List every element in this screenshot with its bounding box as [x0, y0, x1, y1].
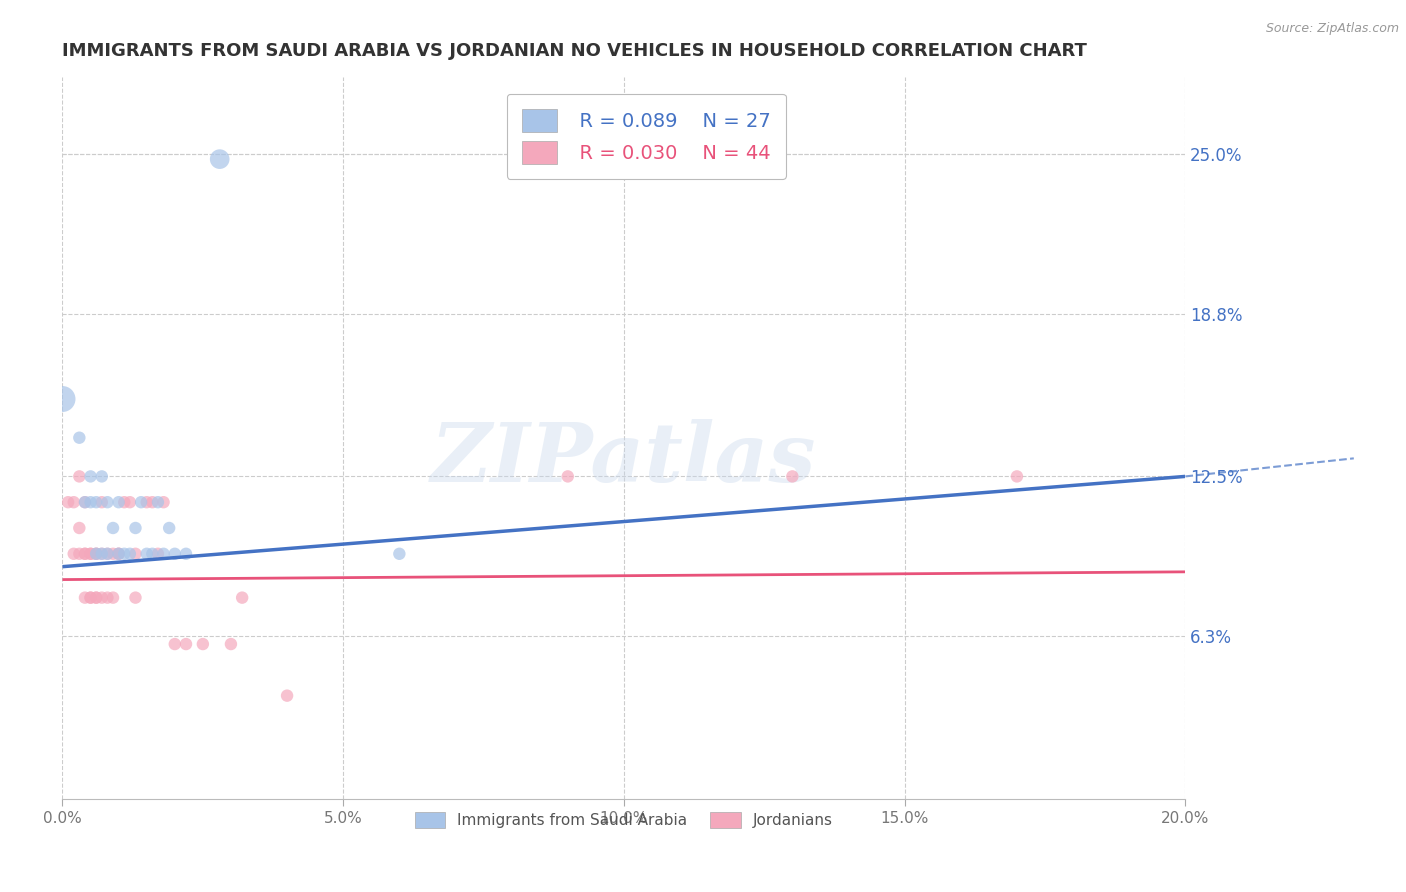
Point	[107, 495, 129, 509]
Point	[73, 547, 96, 561]
Point	[276, 689, 298, 703]
Legend: Immigrants from Saudi Arabia, Jordanians: Immigrants from Saudi Arabia, Jordanians	[409, 806, 839, 835]
Point	[101, 591, 124, 605]
Point	[67, 521, 90, 535]
Point	[163, 637, 186, 651]
Point	[152, 547, 174, 561]
Point	[79, 547, 101, 561]
Point	[79, 495, 101, 509]
Point	[79, 591, 101, 605]
Point	[152, 495, 174, 509]
Point	[51, 392, 73, 406]
Point	[129, 495, 152, 509]
Point	[124, 547, 146, 561]
Point	[112, 547, 135, 561]
Point	[146, 547, 169, 561]
Point	[388, 547, 411, 561]
Text: Source: ZipAtlas.com: Source: ZipAtlas.com	[1265, 22, 1399, 36]
Point	[101, 547, 124, 561]
Point	[79, 469, 101, 483]
Point	[96, 495, 118, 509]
Point	[96, 591, 118, 605]
Point	[135, 495, 157, 509]
Point	[67, 431, 90, 445]
Point	[191, 637, 214, 651]
Point	[84, 547, 107, 561]
Point	[73, 591, 96, 605]
Point	[79, 591, 101, 605]
Point	[157, 521, 180, 535]
Point	[67, 547, 90, 561]
Point	[73, 547, 96, 561]
Point	[782, 469, 804, 483]
Point	[124, 521, 146, 535]
Point	[101, 521, 124, 535]
Point	[146, 495, 169, 509]
Point	[79, 547, 101, 561]
Point	[163, 547, 186, 561]
Point	[141, 495, 163, 509]
Point	[96, 547, 118, 561]
Point	[174, 637, 197, 651]
Point	[67, 469, 90, 483]
Point	[90, 495, 112, 509]
Point	[90, 591, 112, 605]
Point	[141, 547, 163, 561]
Point	[62, 547, 84, 561]
Point	[90, 547, 112, 561]
Point	[124, 591, 146, 605]
Point	[135, 547, 157, 561]
Point	[118, 495, 141, 509]
Point	[1005, 469, 1028, 483]
Text: ZIPatlas: ZIPatlas	[432, 419, 817, 500]
Point	[112, 495, 135, 509]
Point	[107, 547, 129, 561]
Point	[557, 469, 579, 483]
Point	[208, 152, 231, 166]
Point	[90, 547, 112, 561]
Point	[84, 495, 107, 509]
Point	[84, 591, 107, 605]
Point	[73, 495, 96, 509]
Text: IMMIGRANTS FROM SAUDI ARABIA VS JORDANIAN NO VEHICLES IN HOUSEHOLD CORRELATION C: IMMIGRANTS FROM SAUDI ARABIA VS JORDANIA…	[62, 42, 1087, 60]
Point	[73, 495, 96, 509]
Point	[174, 547, 197, 561]
Point	[118, 547, 141, 561]
Point	[107, 547, 129, 561]
Point	[96, 547, 118, 561]
Point	[84, 547, 107, 561]
Point	[56, 495, 79, 509]
Point	[84, 591, 107, 605]
Point	[231, 591, 253, 605]
Point	[219, 637, 242, 651]
Point	[90, 469, 112, 483]
Point	[62, 495, 84, 509]
Point	[84, 547, 107, 561]
Point	[107, 547, 129, 561]
